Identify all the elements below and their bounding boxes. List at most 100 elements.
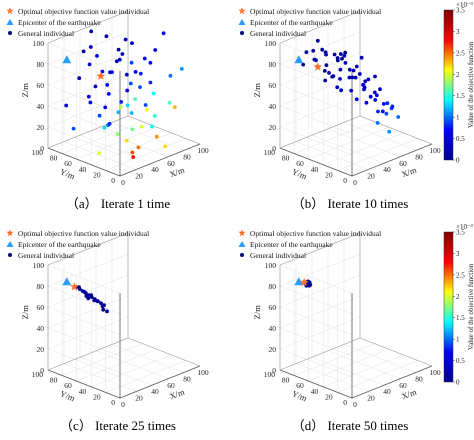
z-axis-label: Z/m <box>20 305 30 320</box>
general-individual-point <box>97 151 102 156</box>
general-individual-point <box>151 91 156 96</box>
y-tick-label: 0 <box>111 176 115 185</box>
side-grid-line <box>279 348 353 378</box>
z-tick-label: 0 <box>272 144 276 153</box>
legend-general-icon <box>8 253 12 257</box>
general-individual-point <box>380 109 385 114</box>
optimal-individual-marker <box>70 282 79 291</box>
side-grid-line <box>47 105 121 135</box>
colorbar-label: Value of the objective function <box>467 263 474 350</box>
epicenter-marker <box>294 277 304 286</box>
y-tick-label: 80 <box>50 376 58 385</box>
epicenter-marker <box>294 55 304 64</box>
z-tick-label: 20 <box>37 345 45 354</box>
floor-grid-line <box>76 348 157 382</box>
floor-grid-line <box>294 121 375 154</box>
floor-grid-line <box>323 354 404 388</box>
general-individual-point <box>104 34 109 39</box>
colorbar <box>443 9 454 161</box>
general-individual-point <box>359 55 364 60</box>
general-individual-point <box>100 304 105 309</box>
floor-grid-line <box>79 356 153 386</box>
chart-panel-2: 000202020404040606060808080100100100X/mY… <box>238 1 474 211</box>
general-individual-point <box>115 132 120 137</box>
y-tick-label: 20 <box>93 170 101 179</box>
legend-optimal-label: Optimal objective function value individ… <box>250 7 381 16</box>
z-tick-label: 20 <box>269 123 277 132</box>
x-tick-label: 100 <box>197 368 209 377</box>
z-tick-label: 40 <box>269 102 277 111</box>
general-individual-point <box>347 75 352 80</box>
general-individual-point <box>349 88 354 93</box>
x-tick-label: 0 <box>121 178 125 187</box>
general-individual-point <box>385 101 390 106</box>
colorbar-tick-label: 0 <box>456 379 460 387</box>
legend-general-label: General individual <box>250 251 306 260</box>
general-individual-point <box>376 109 380 114</box>
general-individual-point <box>338 52 343 56</box>
y-tick-label: 40 <box>311 165 319 174</box>
side-grid-line <box>279 42 353 72</box>
back-grid-line <box>279 274 361 308</box>
y-tick-label: 80 <box>50 154 58 163</box>
general-individual-point <box>335 58 340 63</box>
floor-grid-line <box>343 344 417 373</box>
y-tick-label: 60 <box>296 159 304 168</box>
floor-grid-line <box>327 128 401 158</box>
general-individual-point <box>95 54 99 58</box>
x-tick-label: 60 <box>399 159 407 168</box>
chart-panel-4: 000202020404040606060808080100100100X/mY… <box>238 223 474 433</box>
legend-general-icon <box>240 253 244 257</box>
x-tick-label: 0 <box>353 178 357 187</box>
z-axis-label: Z/m <box>20 83 30 98</box>
y-axis-label: Y/m <box>291 166 309 181</box>
z-tick-label: 20 <box>37 123 45 132</box>
back-grid-line <box>47 94 129 128</box>
general-individual-point <box>340 56 344 61</box>
general-individual-point <box>172 105 177 109</box>
colorbar-tick-label: 1.5 <box>456 92 465 100</box>
y-tick-label: 100 <box>32 370 44 379</box>
general-individual-point <box>320 47 325 52</box>
general-individual-point <box>118 105 123 109</box>
floor-grid-line <box>62 343 143 376</box>
legend-epicenter-icon <box>6 241 14 247</box>
general-individual-point <box>368 94 373 99</box>
z-tick-label: 0 <box>40 366 44 375</box>
general-individual-point <box>87 62 92 67</box>
back-grid-line <box>47 73 129 107</box>
legend-optimal-label: Optimal objective function value individ… <box>18 7 149 16</box>
box-edge <box>127 115 201 145</box>
general-individual-point <box>133 97 138 101</box>
floor-grid-line <box>91 354 172 388</box>
floor-grid-line <box>95 128 169 158</box>
chart-panel-3: 000202020404040606060808080100100100X/mY… <box>6 229 209 433</box>
z-tick-label: 60 <box>269 303 277 312</box>
general-individual-point <box>130 127 135 132</box>
panel-caption: （b） Iterate 10 times <box>292 196 409 211</box>
colorbar-tick-label: 2 <box>456 293 460 301</box>
box-edge <box>47 232 129 266</box>
floor-grid-line <box>295 141 369 170</box>
general-individual-point <box>144 108 149 112</box>
general-individual-point <box>308 282 313 287</box>
x-tick-label: 0 <box>121 400 125 409</box>
general-individual-point <box>324 63 329 68</box>
floor-grid-line <box>308 348 389 382</box>
general-individual-point <box>342 53 347 58</box>
box-edge <box>279 337 361 371</box>
back-grid-line <box>47 253 129 287</box>
side-grid-line <box>279 63 353 93</box>
general-individual-point <box>339 88 343 93</box>
general-individual-point <box>99 301 103 306</box>
optimal-individual-marker <box>313 62 323 71</box>
general-individual-point <box>130 150 135 155</box>
general-individual-point <box>148 80 153 85</box>
floor-grid-line <box>63 141 137 170</box>
x-tick-label: 40 <box>383 387 391 396</box>
colorbar-tick-label: 2.5 <box>456 49 465 57</box>
x-tick-label: 0 <box>353 400 357 409</box>
x-axis-label: X/m <box>400 387 418 402</box>
z-axis-label: Z/m <box>252 83 262 98</box>
